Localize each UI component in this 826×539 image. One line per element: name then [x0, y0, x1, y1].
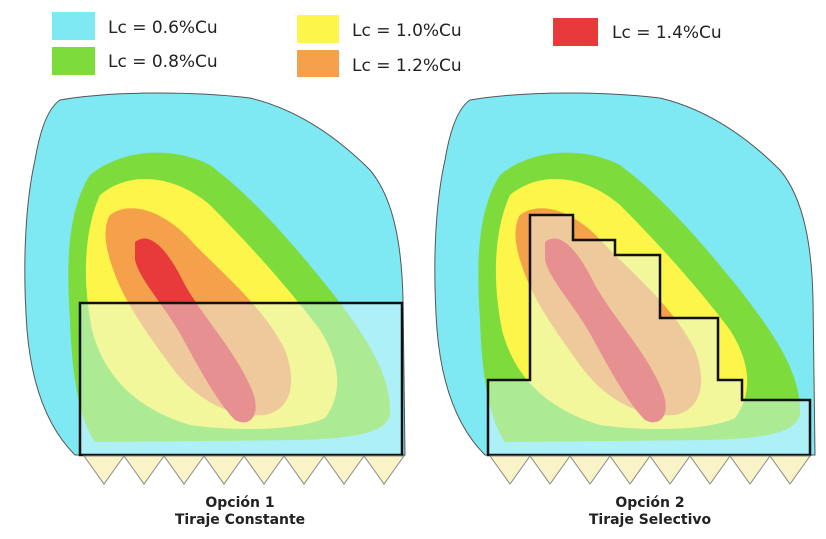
panel-option: Opción 2: [615, 495, 684, 511]
legend-label: Lc = 1.2%Cu: [352, 56, 462, 76]
panel-option: Opción 1: [205, 495, 274, 511]
panel-subtitle: Tiraje Constante: [175, 512, 305, 528]
drawpoints: [490, 456, 810, 484]
diagram: Lc = 0.6%Cu Lc = 0.8%Cu Lc = 1.0%Cu Lc =…: [0, 0, 826, 539]
legend-label: Lc = 1.4%Cu: [612, 23, 722, 43]
legend-label: Lc = 0.6%Cu: [108, 18, 218, 38]
drawpoints: [84, 456, 404, 484]
legend-swatch: [52, 12, 95, 40]
legend-swatch: [297, 50, 339, 77]
legend-swatch: [553, 18, 598, 46]
legend-swatch: [52, 47, 95, 75]
legend-label: Lc = 0.8%Cu: [108, 52, 218, 72]
panel-subtitle: Tiraje Selectivo: [589, 512, 712, 528]
legend-swatch: [297, 15, 339, 43]
legend-label: Lc = 1.0%Cu: [352, 21, 462, 41]
extraction-zone: [80, 303, 402, 455]
